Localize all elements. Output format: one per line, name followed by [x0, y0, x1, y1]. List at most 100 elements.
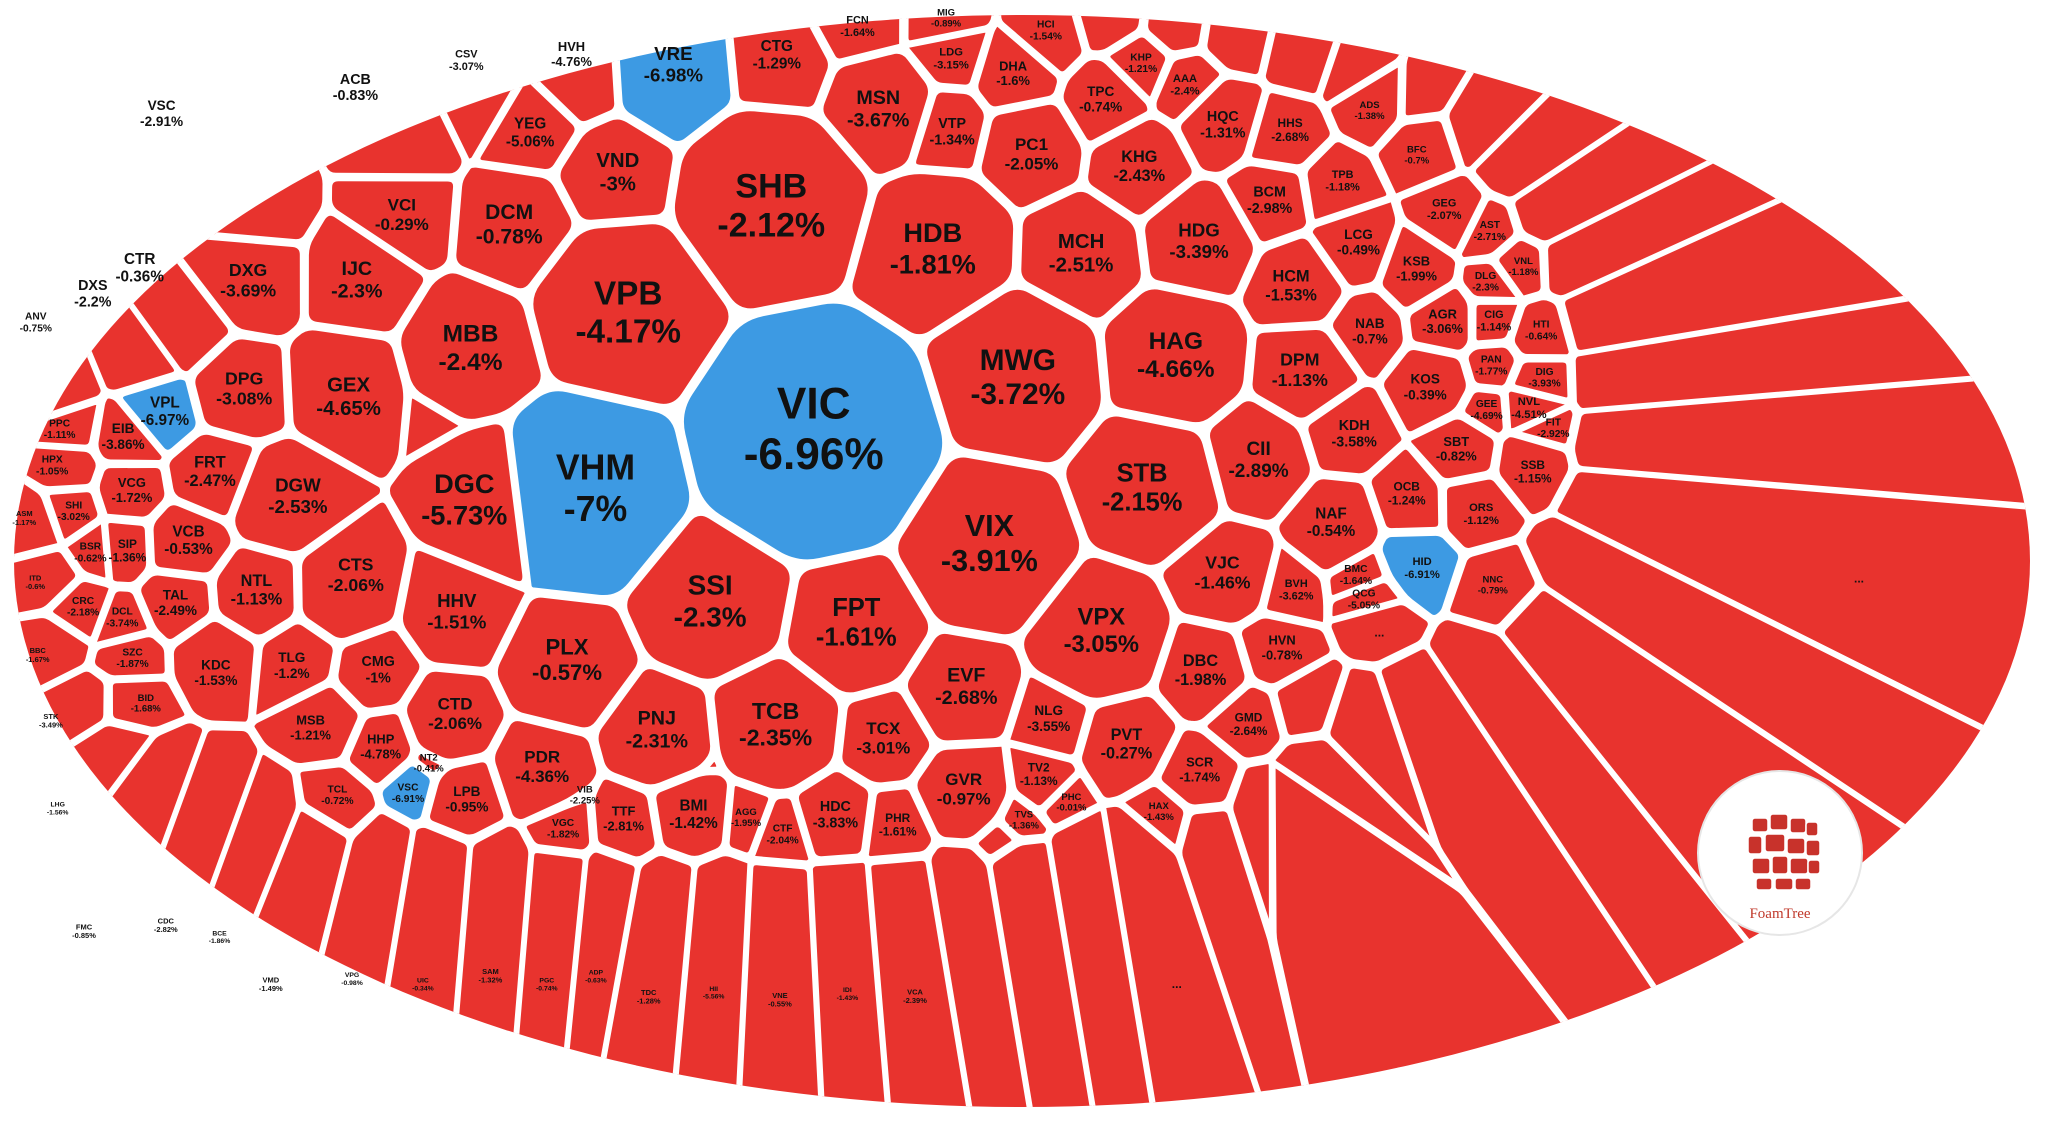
cell-mwg[interactable]: [922, 284, 1106, 468]
cell-mch[interactable]: [1016, 186, 1146, 323]
cell-ssb[interactable]: [1494, 432, 1574, 520]
cell-filler[interactable]: [926, 841, 1033, 1119]
cell-hii[interactable]: [670, 851, 753, 1120]
cell-sip[interactable]: [103, 517, 152, 588]
cell-filler[interactable]: [1552, 467, 2046, 760]
cell-bmc[interactable]: [1325, 549, 1387, 600]
cell-hdc[interactable]: [793, 767, 874, 862]
cell-vic[interactable]: [678, 298, 948, 565]
cell-pnj[interactable]: [593, 664, 716, 790]
cell-ctf[interactable]: [749, 793, 814, 866]
cell-itd[interactable]: [2, 546, 81, 620]
cell-crc[interactable]: [47, 577, 114, 642]
cell-vcb[interactable]: [148, 500, 236, 578]
cell-ast[interactable]: [1457, 195, 1519, 263]
cell-vpx[interactable]: [1019, 552, 1175, 703]
cell-bcm[interactable]: [1222, 161, 1312, 247]
cell-dpm[interactable]: [1247, 324, 1363, 423]
cell-nab[interactable]: [1327, 287, 1408, 383]
cell-vtp[interactable]: [911, 87, 989, 174]
cell-filler[interactable]: [1101, 801, 1268, 1120]
cell-vib[interactable]: [571, 786, 595, 804]
cell-aaa[interactable]: [1151, 50, 1225, 125]
cell-vpl[interactable]: [118, 374, 201, 455]
cell-dlg[interactable]: [1458, 258, 1521, 302]
cell-cmg[interactable]: [333, 625, 425, 713]
cell-lcg[interactable]: [1307, 197, 1401, 291]
cell-kdc[interactable]: [168, 616, 259, 727]
cell-filler[interactable]: [1272, 654, 1348, 741]
cell-bvh[interactable]: [1262, 543, 1329, 627]
cell-idi[interactable]: [807, 857, 891, 1119]
cell-dgw[interactable]: [230, 433, 385, 557]
cell-nt2[interactable]: [413, 750, 445, 776]
cell-hcm[interactable]: [1238, 233, 1347, 330]
cell-dig[interactable]: [1510, 357, 1573, 403]
cell-filler[interactable]: [1270, 735, 1462, 888]
cell-filler[interactable]: [1325, 663, 1437, 846]
cell-frt[interactable]: [164, 429, 257, 521]
cell-hag[interactable]: [1099, 284, 1253, 428]
cell-hid[interactable]: [1377, 530, 1464, 621]
cell-shi[interactable]: [44, 487, 103, 544]
cell-vix[interactable]: [893, 452, 1085, 640]
cell-gex[interactable]: [285, 325, 409, 483]
cell-filler[interactable]: [1046, 806, 1157, 1120]
cell-scr[interactable]: [1156, 725, 1243, 810]
cell-cig[interactable]: [1471, 299, 1524, 346]
cell-bmi[interactable]: [651, 770, 732, 861]
cell-cii[interactable]: [1204, 396, 1315, 525]
cell-hdb[interactable]: [847, 169, 1019, 340]
cell-ctd[interactable]: [402, 666, 509, 764]
cell-evf[interactable]: [902, 628, 1027, 746]
cell-vjc[interactable]: [1158, 516, 1279, 628]
cell-phc[interactable]: [1041, 773, 1103, 829]
cell-dbc[interactable]: [1153, 617, 1250, 726]
cell-hqc[interactable]: [1176, 74, 1267, 177]
cell-filler[interactable]: [1143, 2, 1210, 56]
cell-filler[interactable]: [1326, 600, 1433, 667]
cell-ksb[interactable]: [1377, 221, 1461, 312]
cell-tcx[interactable]: [837, 686, 935, 788]
cell-lpb[interactable]: [424, 757, 509, 840]
cell-vci[interactable]: [326, 176, 459, 276]
cell-phr[interactable]: [863, 784, 937, 862]
cell-gvr[interactable]: [912, 741, 1012, 844]
cell-mig[interactable]: [903, 1, 998, 46]
cell-tal[interactable]: [136, 570, 215, 645]
cell-vpb[interactable]: [528, 219, 734, 409]
cell-filler[interactable]: [401, 393, 464, 461]
cell-bid[interactable]: [107, 676, 190, 732]
cell-tcl[interactable]: [295, 762, 380, 834]
cell-tcb[interactable]: [709, 654, 844, 794]
cell-agg[interactable]: [724, 781, 774, 858]
cell-shb[interactable]: [669, 106, 873, 314]
cell-filler[interactable]: [1570, 370, 2046, 510]
cell-kos[interactable]: [1379, 345, 1471, 437]
cell-pc1[interactable]: [976, 99, 1087, 213]
cell-tv2[interactable]: [1005, 743, 1080, 811]
cell-fit[interactable]: [1515, 404, 1578, 449]
cell-gmd[interactable]: [1202, 682, 1285, 763]
cell-nlg[interactable]: [1004, 672, 1091, 760]
cell-filler[interactable]: [973, 822, 1017, 860]
cell-bsr[interactable]: [62, 517, 111, 583]
cell-dgc[interactable]: [385, 419, 528, 587]
cell-sbt[interactable]: [1406, 414, 1499, 484]
cell-dcl[interactable]: [92, 586, 152, 648]
cell-hhp[interactable]: [344, 709, 416, 789]
cell-ntl[interactable]: [211, 543, 299, 640]
cell-plx[interactable]: [492, 592, 643, 733]
cell-vne[interactable]: [736, 860, 824, 1120]
cell-naf[interactable]: [1274, 474, 1383, 575]
cell-msb[interactable]: [249, 682, 363, 768]
cell-cts[interactable]: [297, 497, 412, 643]
cell-dha[interactable]: [973, 21, 1062, 112]
cell-hhv[interactable]: [397, 545, 530, 672]
cell-ads[interactable]: [1326, 62, 1403, 152]
cell-filler[interactable]: [1177, 806, 1314, 1120]
cell-vhm[interactable]: [507, 386, 695, 601]
cell-szc[interactable]: [89, 632, 170, 681]
cell-tpb[interactable]: [1302, 137, 1392, 224]
cell-bfc[interactable]: [1373, 116, 1461, 199]
